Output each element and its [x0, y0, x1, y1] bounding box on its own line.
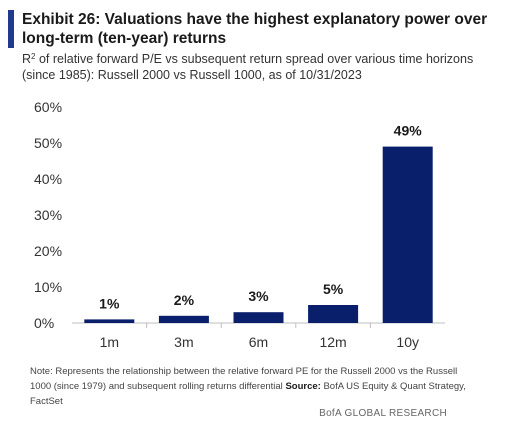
data-label: 5% [323, 281, 344, 297]
x-tick-label: 1m [100, 334, 119, 350]
y-tick-label: 10% [34, 279, 62, 295]
y-tick-label: 50% [34, 135, 62, 151]
y-tick-label: 40% [34, 171, 62, 187]
y-tick-label: 20% [34, 243, 62, 259]
source-label: Source: [285, 381, 321, 392]
subtitle-r: R [22, 52, 32, 66]
bar-chart: 0% 10% 20% 30% 40% 50% 60% 1% 1m 2% 3m 3% 6m 5% 12m 49%… [34, 99, 445, 350]
y-tick-label: 0% [34, 315, 54, 331]
subtitle-text: of relative forward P/E vs subsequent re… [22, 52, 474, 82]
bar [308, 305, 359, 323]
data-label: 3% [248, 288, 269, 304]
data-label: 49% [394, 123, 423, 139]
bar [84, 319, 135, 323]
x-tick-label: 3m [174, 334, 193, 350]
data-label: 2% [174, 292, 195, 308]
footer-branding: BofA GLOBAL RESEARCH [319, 408, 447, 419]
subtitle-superscript: 2 [31, 52, 36, 61]
title-accent-bar [8, 10, 14, 48]
source-text: BofA US Equity & Quant Strategy, FactSet [30, 381, 466, 407]
x-tick-label: 10y [396, 334, 419, 350]
y-tick-label: 30% [34, 207, 62, 223]
chart-title: Exhibit 26: Valuations have the highest … [22, 11, 488, 47]
x-tick-label: 6m [249, 334, 268, 350]
chart-subtitle: R2 of relative forward P/E vs subsequent… [22, 51, 492, 83]
y-tick-label: 60% [34, 99, 62, 115]
bar [382, 146, 433, 323]
bar [158, 315, 209, 323]
bar [233, 312, 284, 323]
note-text: Note: Represents the relationship betwee… [30, 366, 458, 392]
x-tick-label: 12m [319, 334, 346, 350]
data-label: 1% [99, 295, 120, 311]
chart-note: Note: Represents the relationship betwee… [30, 364, 480, 409]
